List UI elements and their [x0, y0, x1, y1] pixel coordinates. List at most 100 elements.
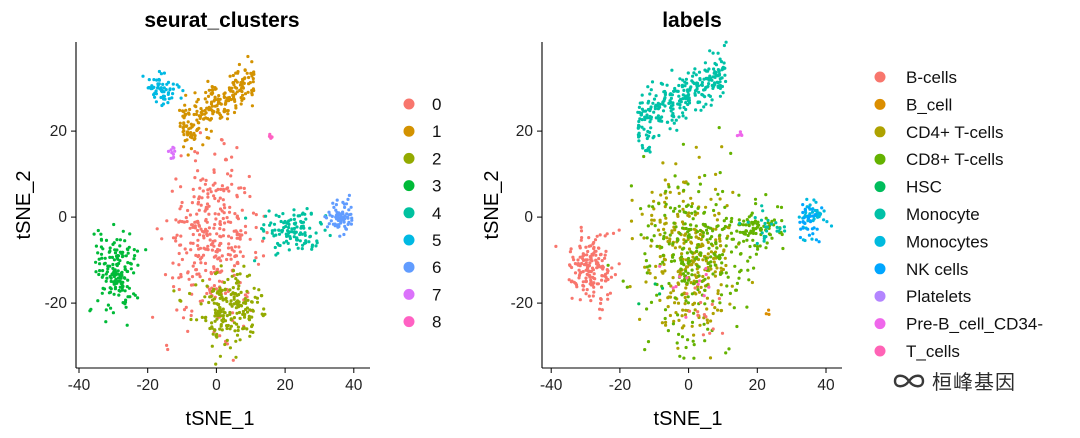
data-point [227, 242, 231, 246]
data-point [213, 239, 217, 243]
data-point [604, 279, 608, 283]
data-point [200, 315, 204, 319]
data-point [123, 265, 127, 269]
data-point [574, 283, 579, 287]
data-point [719, 244, 723, 248]
data-point [671, 103, 675, 107]
y-tick-label: -20 [45, 295, 68, 312]
data-point [196, 97, 200, 102]
data-point [126, 251, 130, 255]
data-point [211, 85, 215, 89]
data-point [683, 295, 687, 300]
data-point [811, 214, 815, 218]
data-point [751, 231, 756, 235]
data-point [692, 279, 696, 283]
data-point [181, 316, 186, 320]
data-point [656, 114, 661, 118]
data-point [179, 185, 183, 189]
data-point [128, 232, 132, 236]
data-point [598, 307, 602, 311]
data-point [825, 220, 829, 224]
data-point [227, 210, 232, 214]
data-point [637, 302, 641, 306]
data-point [682, 356, 686, 360]
data-point [171, 261, 175, 265]
data-point [186, 120, 190, 124]
data-point [210, 100, 214, 104]
data-point [190, 223, 194, 227]
data-point [99, 252, 104, 256]
data-point [349, 212, 353, 216]
data-point [738, 130, 743, 134]
data-point [216, 303, 220, 307]
x-tick-label: 20 [749, 377, 767, 394]
data-point [191, 225, 195, 229]
legend-swatch [403, 261, 415, 273]
data-point [201, 143, 205, 147]
data-point [287, 219, 291, 223]
data-point [194, 220, 199, 224]
data-point [251, 211, 256, 215]
data-point [640, 118, 644, 122]
data-point [585, 258, 589, 262]
data-point [782, 225, 787, 229]
data-point [251, 308, 255, 312]
data-point [120, 270, 124, 274]
data-point [810, 227, 815, 231]
data-point [715, 246, 719, 250]
data-point [147, 78, 151, 82]
data-point [254, 213, 258, 217]
data-point [242, 186, 246, 190]
data-point [179, 96, 183, 100]
data-point [198, 275, 202, 279]
data-point [670, 231, 674, 235]
data-point [205, 202, 210, 206]
data-point [225, 342, 229, 346]
data-point [570, 296, 574, 300]
data-point [671, 289, 676, 293]
data-point [305, 207, 309, 211]
data-point [647, 134, 651, 138]
data-point [656, 107, 661, 111]
data-point [198, 116, 202, 120]
data-point [749, 231, 753, 235]
data-point [171, 276, 175, 280]
data-point [764, 235, 768, 239]
data-point [247, 75, 251, 80]
data-point [693, 286, 697, 290]
data-point [221, 198, 225, 202]
data-point [333, 222, 337, 226]
data-point [287, 225, 291, 230]
data-point [244, 216, 248, 220]
data-point [695, 87, 699, 91]
data-point [233, 212, 237, 216]
data-point [222, 109, 226, 113]
data-point [625, 285, 629, 289]
legend-swatch [874, 318, 886, 330]
data-point [202, 246, 206, 250]
data-point [125, 285, 129, 289]
data-point [292, 235, 296, 239]
data-point [732, 306, 736, 310]
data-point [261, 254, 266, 258]
data-point [151, 315, 155, 319]
data-point [218, 306, 222, 310]
data-point [293, 231, 297, 235]
scatter-points [554, 40, 834, 360]
data-point [689, 241, 694, 245]
data-point [205, 247, 209, 251]
data-point [252, 70, 256, 74]
data-point [327, 210, 331, 214]
data-point [177, 263, 181, 267]
data-point [129, 267, 133, 271]
data-point [242, 326, 246, 330]
data-point [666, 329, 671, 333]
data-point [247, 314, 251, 318]
data-point [717, 297, 722, 301]
x-tick-label: 40 [817, 377, 835, 394]
data-point [229, 97, 233, 102]
data-point [725, 204, 729, 208]
data-point [762, 239, 766, 243]
